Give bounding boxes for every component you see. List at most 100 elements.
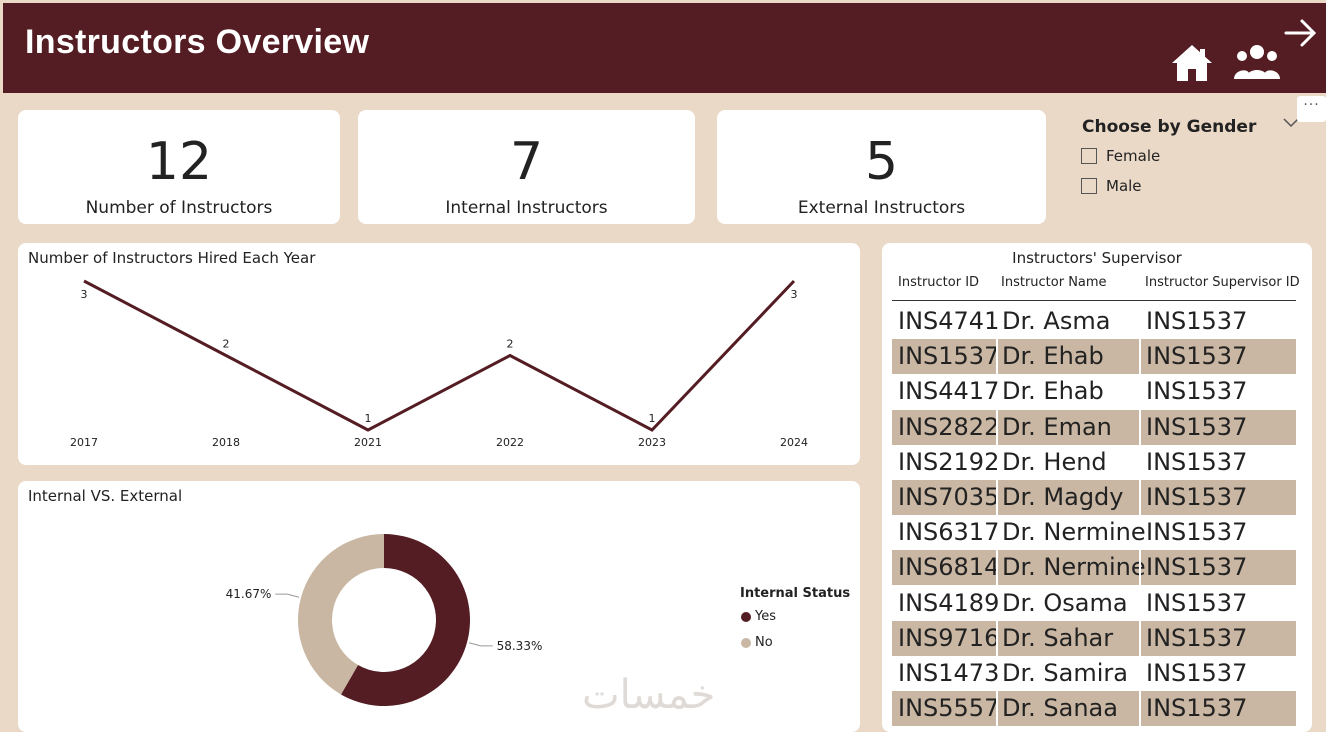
supervisor-table-card: Instructors' Supervisor Instructor ID In… bbox=[882, 243, 1312, 732]
more-options-button[interactable]: ··· bbox=[1297, 96, 1326, 122]
column-separator bbox=[996, 339, 998, 375]
table-row[interactable]: INS2822 Dr. Eman INS1537 bbox=[892, 409, 1296, 445]
cell-instructor-name: Dr. Hend bbox=[1002, 447, 1107, 476]
header-divider bbox=[892, 300, 1296, 301]
watermark: خمسات bbox=[582, 672, 716, 718]
x-tick-label: 2022 bbox=[496, 436, 524, 449]
slicer-option-male[interactable]: Male bbox=[1081, 176, 1142, 196]
donut-chart-title: Internal VS. External bbox=[28, 487, 183, 505]
column-separator bbox=[1139, 480, 1141, 515]
column-separator bbox=[1139, 339, 1141, 375]
kpi-label: External Instructors bbox=[797, 198, 966, 218]
column-separator bbox=[1139, 550, 1141, 586]
cell-supervisor-id: INS1537 bbox=[1146, 307, 1248, 335]
data-label: 2 bbox=[223, 338, 230, 351]
data-label: 2 bbox=[507, 338, 514, 351]
cell-instructor-id: INS1473 bbox=[898, 659, 1000, 687]
kpi-value: 7 bbox=[509, 132, 544, 192]
arrow-right-icon[interactable] bbox=[1283, 15, 1319, 51]
data-label: 1 bbox=[649, 412, 656, 425]
kpi-value: 12 bbox=[145, 132, 213, 192]
kpi-label: Number of Instructors bbox=[85, 198, 273, 218]
table-row[interactable]: INS9716 Dr. Sahar INS1537 bbox=[892, 620, 1296, 656]
cell-supervisor-id: INS1537 bbox=[1146, 694, 1248, 723]
cell-instructor-name: Dr. Eman bbox=[1002, 412, 1112, 441]
cell-supervisor-id: INS1537 bbox=[1146, 483, 1248, 511]
legend-dot bbox=[741, 611, 751, 622]
cell-supervisor-id: INS1537 bbox=[1146, 342, 1248, 371]
header-bar: Instructors Overview bbox=[3, 3, 1326, 93]
kpi-label: Internal Instructors bbox=[445, 198, 608, 218]
table-row[interactable]: INS4417 Dr. Ehab INS1537 bbox=[892, 374, 1296, 409]
checkbox[interactable] bbox=[1081, 148, 1097, 164]
slice-value-label: 41.67% bbox=[226, 587, 272, 601]
series-line bbox=[83, 279, 796, 432]
cell-instructor-id: INS6317 bbox=[898, 518, 1000, 547]
cell-instructor-id: INS4741 bbox=[898, 307, 1000, 335]
column-separator bbox=[996, 620, 998, 656]
cell-instructor-id: INS4417 bbox=[898, 377, 1000, 406]
line-chart-card: Number of Instructors Hired Each Year 3 2… bbox=[18, 243, 860, 465]
table-row[interactable]: INS7035 Dr. Magdy INS1537 bbox=[892, 480, 1296, 515]
people-icon[interactable] bbox=[1233, 43, 1281, 83]
table-row[interactable]: INS1537 Dr. Ehab INS1537 bbox=[892, 339, 1296, 375]
cell-supervisor-id: INS1537 bbox=[1146, 623, 1248, 652]
column-header-supervisor[interactable]: Instructor Supervisor ID bbox=[1145, 275, 1300, 290]
cell-instructor-id: INS1537 bbox=[898, 342, 1000, 371]
slicer-option-female[interactable]: Female bbox=[1081, 146, 1160, 166]
x-tick-label: 2021 bbox=[354, 436, 382, 449]
x-tick-label: 2024 bbox=[780, 436, 808, 449]
data-label: 1 bbox=[365, 412, 372, 425]
cell-instructor-name: Dr. Sahar bbox=[1002, 623, 1114, 652]
line-chart-title: Number of Instructors Hired Each Year bbox=[28, 249, 316, 267]
legend-label: No bbox=[755, 635, 773, 650]
table-row[interactable]: INS2192 Dr. Hend INS1537 bbox=[892, 445, 1296, 480]
cell-instructor-name: Dr. Samira bbox=[1002, 659, 1128, 687]
table-row[interactable]: INS6317 Dr. Nermine INS1537 bbox=[892, 515, 1296, 550]
cell-instructor-name: Dr. Osama bbox=[1002, 588, 1128, 617]
table-row[interactable]: INS4741 Dr. Asma INS1537 bbox=[892, 304, 1296, 339]
cell-instructor-id: INS9716 bbox=[898, 623, 1000, 652]
checkbox[interactable] bbox=[1081, 178, 1097, 194]
column-header-name[interactable]: Instructor Name bbox=[1001, 275, 1107, 290]
legend-title: Internal Status bbox=[740, 586, 851, 601]
data-label: 3 bbox=[791, 288, 798, 301]
column-separator bbox=[1139, 691, 1141, 727]
donut-slice-yes[interactable] bbox=[341, 534, 471, 706]
table-row[interactable]: INS4189 Dr. Osama INS1537 bbox=[892, 586, 1296, 621]
cell-instructor-id: INS4189 bbox=[898, 588, 1000, 617]
column-separator bbox=[996, 409, 998, 445]
kpi-card-internal: 7 Internal Instructors bbox=[358, 110, 695, 224]
x-tick-label: 2018 bbox=[212, 436, 240, 449]
chevron-down-icon[interactable] bbox=[1282, 116, 1300, 130]
home-icon[interactable] bbox=[1170, 41, 1214, 85]
legend-item-no[interactable]: No bbox=[741, 635, 773, 650]
table-row[interactable]: INS1473 Dr. Samira INS1537 bbox=[892, 656, 1296, 691]
legend-label: Yes bbox=[755, 609, 776, 624]
cell-supervisor-id: INS1537 bbox=[1146, 377, 1248, 406]
kpi-card-external: 5 External Instructors bbox=[717, 110, 1046, 224]
kpi-card-total: 12 Number of Instructors bbox=[18, 110, 340, 224]
column-separator bbox=[996, 691, 998, 727]
cell-supervisor-id: INS1537 bbox=[1146, 553, 1248, 582]
slicer-title: Choose by Gender bbox=[1082, 117, 1257, 137]
slice-value-label: 58.33% bbox=[497, 639, 543, 653]
kpi-value: 5 bbox=[864, 132, 899, 192]
table-row[interactable]: INS5557 Dr. Sanaa INS1537 bbox=[892, 691, 1296, 727]
donut-slice-no[interactable] bbox=[298, 534, 384, 695]
column-separator bbox=[1139, 409, 1141, 445]
cell-instructor-name: Dr. Sanaa bbox=[1002, 694, 1118, 723]
column-header-id[interactable]: Instructor ID bbox=[898, 275, 980, 290]
legend-item-yes[interactable]: Yes bbox=[741, 609, 776, 624]
column-separator bbox=[996, 480, 998, 515]
x-tick-label: 2017 bbox=[70, 436, 98, 449]
leader-line bbox=[275, 593, 300, 598]
cell-instructor-name: Dr. Ehab bbox=[1002, 377, 1104, 406]
table-row[interactable]: INS6814 Dr. Nermine INS1537 bbox=[892, 550, 1296, 586]
cell-instructor-name: Dr. Nermine bbox=[1002, 553, 1146, 582]
x-tick-label: 2023 bbox=[638, 436, 666, 449]
cell-instructor-id: INS6814 bbox=[898, 553, 1000, 582]
cell-supervisor-id: INS1537 bbox=[1146, 518, 1248, 547]
cell-instructor-name: Dr. Nermine bbox=[1002, 518, 1146, 547]
slicer-option-label: Male bbox=[1106, 177, 1142, 195]
